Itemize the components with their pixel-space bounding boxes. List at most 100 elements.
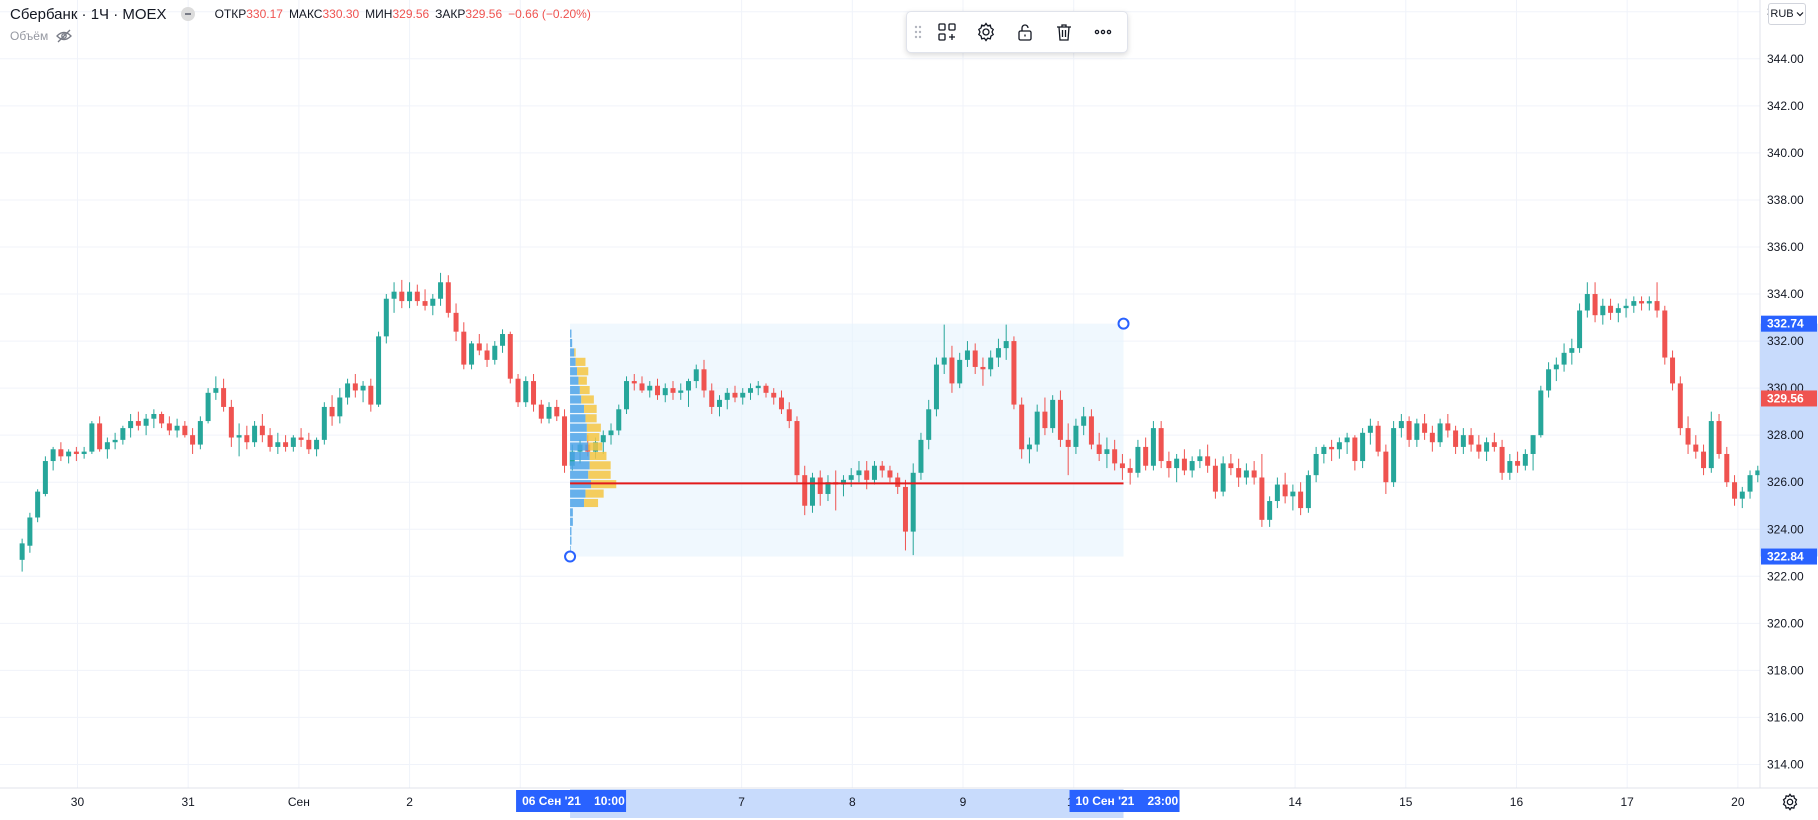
volume-profile-range[interactable] — [570, 323, 1124, 557]
candle — [918, 432, 924, 480]
candle — [957, 352, 963, 389]
candle — [1026, 437, 1032, 464]
candle — [1174, 453, 1180, 483]
candle-body — [1453, 430, 1459, 447]
object-tree-icon[interactable] — [930, 16, 964, 48]
candle — [562, 409, 568, 473]
candle — [1445, 413, 1451, 438]
candle-body — [1391, 428, 1397, 483]
trash-icon[interactable] — [1047, 16, 1081, 48]
candle-body — [143, 418, 149, 426]
unlock-icon[interactable] — [1008, 16, 1042, 48]
candle-body — [1646, 301, 1652, 304]
candle — [1104, 437, 1110, 469]
drag-handle-icon[interactable] — [911, 12, 925, 52]
candle-body — [267, 435, 273, 447]
candle-body — [1670, 357, 1676, 384]
time-axis-highlight — [570, 789, 1124, 818]
candle-body — [1623, 305, 1629, 309]
candle — [670, 381, 676, 400]
candle — [856, 461, 862, 483]
range-handle[interactable] — [1117, 317, 1130, 330]
candle-body — [1236, 468, 1242, 478]
candle — [1019, 397, 1025, 459]
candle-body — [252, 425, 258, 443]
chart-settings-icon[interactable] — [1776, 788, 1804, 816]
candle-body — [376, 336, 382, 405]
candle — [1538, 385, 1544, 438]
candle — [89, 421, 95, 454]
settings-icon[interactable] — [969, 16, 1003, 48]
collapse-legend-icon[interactable] — [180, 7, 195, 21]
candle — [972, 343, 978, 375]
open-label: ОТКР — [214, 7, 247, 21]
time-axis[interactable]: 3031Сен2378910141516172006 Сен '2110:001… — [0, 787, 1818, 818]
candle-body — [1344, 437, 1350, 443]
candle — [445, 275, 451, 318]
candle-body — [1019, 404, 1025, 450]
candle-body — [151, 413, 157, 419]
candle-body — [1282, 484, 1288, 497]
close-value: 329.56 — [465, 7, 503, 21]
profile-bar-down — [578, 376, 587, 385]
candle-body — [724, 392, 730, 400]
time-tick-label: 20 — [1731, 795, 1745, 809]
candle — [345, 378, 351, 405]
range-handle[interactable] — [564, 550, 577, 563]
time-tick-label: 9 — [960, 795, 967, 809]
candle-body — [608, 430, 614, 436]
profile-row — [570, 489, 604, 498]
time-label-bg — [1069, 790, 1180, 812]
candle — [964, 341, 970, 367]
candle — [887, 465, 893, 483]
candle — [228, 399, 234, 447]
candle-body — [794, 421, 800, 476]
candle — [27, 512, 33, 553]
candle-body — [1329, 446, 1335, 450]
hidden-eye-icon[interactable] — [56, 29, 73, 43]
price-axis[interactable]: 346.00344.00342.00340.00338.00336.00334.… — [1759, 0, 1818, 788]
candle-body — [360, 385, 366, 391]
price-tick-label: 342.00 — [1767, 99, 1804, 113]
more-icon[interactable] — [1086, 16, 1120, 48]
price-tick-label: 318.00 — [1767, 663, 1804, 677]
candle-body — [290, 437, 296, 447]
symbol-title[interactable]: Сбербанк · 1Ч · MOEX — [10, 5, 167, 23]
time-tick-label: 2 — [406, 795, 413, 809]
profile-bar-down — [586, 433, 600, 442]
range-handles[interactable] — [564, 317, 1130, 563]
candle-body — [1732, 482, 1738, 499]
candle — [1577, 303, 1583, 353]
candle — [492, 341, 498, 365]
currency-selector[interactable]: RUB — [1768, 3, 1806, 25]
candle — [794, 416, 800, 483]
candle — [600, 430, 606, 454]
candle — [1189, 456, 1195, 478]
candle-body — [1313, 453, 1319, 476]
candle — [329, 395, 335, 426]
candle — [1522, 449, 1528, 471]
range-rectangle — [570, 323, 1124, 557]
candle-body — [1515, 461, 1521, 466]
price-tick-label: 314.00 — [1767, 757, 1804, 771]
candle-body — [1693, 444, 1699, 452]
profile-row — [570, 404, 597, 413]
candle-body — [1654, 301, 1660, 311]
candle — [980, 357, 986, 386]
candle-body — [1336, 442, 1342, 450]
candle — [515, 374, 521, 407]
low-value: 329.56 — [392, 7, 430, 21]
candle-body — [66, 451, 72, 457]
candle — [995, 338, 1001, 367]
candle — [1367, 418, 1373, 445]
candle — [128, 413, 134, 438]
profile-row — [570, 376, 587, 385]
candle — [1375, 421, 1381, 457]
volume-label[interactable]: Объём — [10, 29, 49, 43]
candle-body — [1367, 425, 1373, 433]
candle-body — [864, 470, 870, 480]
candle — [1143, 437, 1149, 471]
candle-body — [461, 331, 467, 365]
candle — [174, 418, 180, 438]
